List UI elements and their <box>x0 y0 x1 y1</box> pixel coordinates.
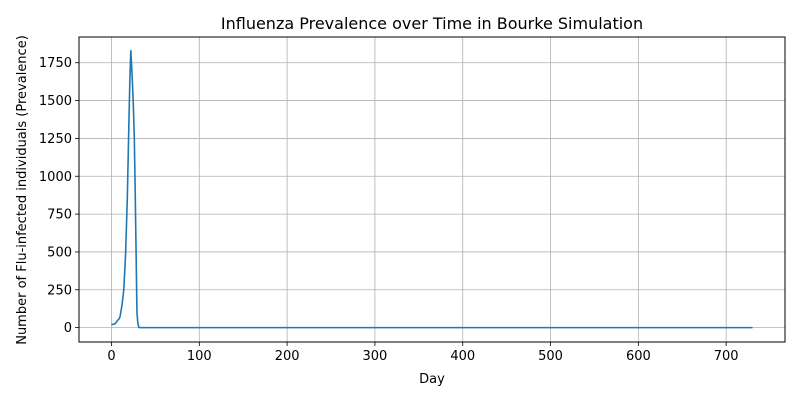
x-axis-ticks: 0 100 200 300 400 500 600 700 <box>107 342 739 364</box>
x-tick-label: 700 <box>714 349 739 364</box>
y-tick-label: 0 <box>64 321 72 336</box>
y-axis-label: Number of Flu-infected individuals (Prev… <box>15 35 30 345</box>
series-layer <box>111 49 753 329</box>
grid <box>79 37 785 342</box>
y-tick-label: 1500 <box>39 94 72 109</box>
y-tick-label: 750 <box>47 208 72 223</box>
y-axis-ticks: 0 250 500 750 1000 1250 1500 1750 <box>39 56 79 336</box>
x-tick-label: 100 <box>187 349 212 364</box>
x-tick-label: 400 <box>450 349 475 364</box>
plot-frame <box>78 36 786 343</box>
prevalence-line <box>111 49 753 329</box>
y-tick-label: 1000 <box>39 170 72 185</box>
x-axis-label: Day <box>419 372 445 387</box>
y-tick-label: 250 <box>47 283 72 298</box>
y-tick-label: 500 <box>47 245 72 260</box>
x-tick-label: 200 <box>275 349 300 364</box>
x-tick-label: 600 <box>626 349 651 364</box>
y-tick-label: 1750 <box>39 56 72 71</box>
x-tick-label: 300 <box>363 349 388 364</box>
y-tick-label: 1250 <box>39 132 72 147</box>
x-tick-label: 500 <box>538 349 563 364</box>
chart-title: Influenza Prevalence over Time in Bourke… <box>221 14 643 33</box>
x-tick-label: 0 <box>107 349 115 364</box>
